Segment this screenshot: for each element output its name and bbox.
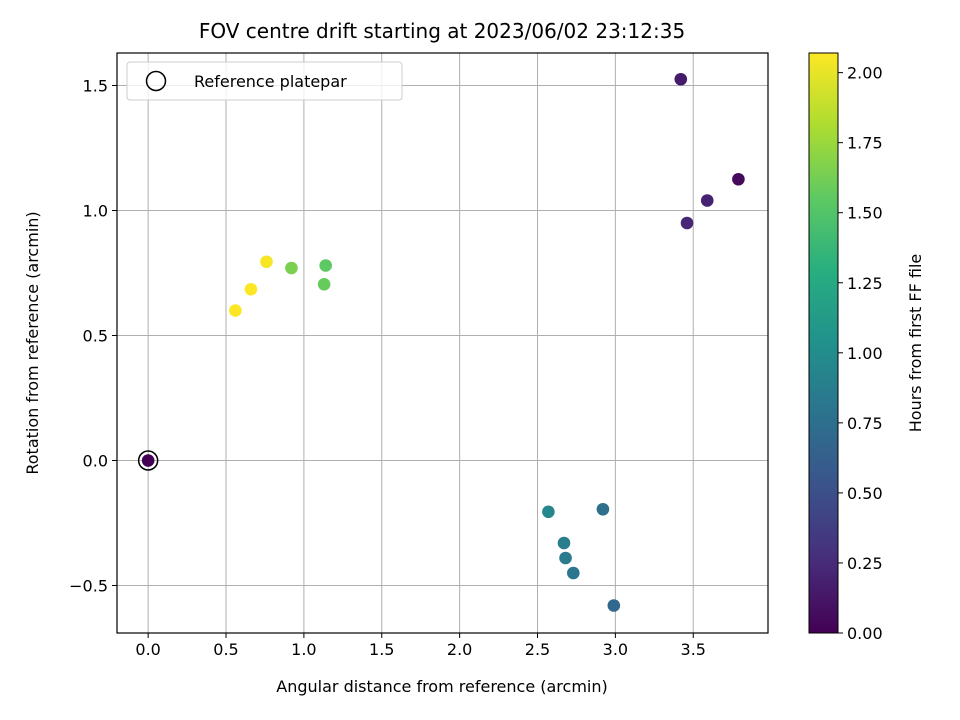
grid: [117, 53, 768, 633]
x-tick-label: 1.0: [291, 640, 316, 659]
data-point: [244, 282, 258, 296]
colorbar-tick-label: 2.00: [847, 64, 883, 83]
y-tick-label: 0.5: [83, 327, 108, 346]
data-point: [674, 72, 688, 86]
x-tick-label: 3.5: [681, 640, 706, 659]
data-point: [680, 216, 694, 230]
data-point: [317, 277, 331, 291]
chart-title: FOV centre drift starting at 2023/06/02 …: [199, 19, 685, 43]
data-point: [260, 255, 273, 269]
y-axis-label: Rotation from reference (arcmin): [23, 211, 42, 474]
x-tick-label: 0.5: [213, 640, 238, 659]
y-tick-label: −0.5: [69, 577, 108, 596]
colorbar-ticks: 0.00 0.25 0.50 0.75 1.00 1.25 1.50 1.75 2.00: [838, 64, 883, 643]
legend: Reference platepar: [126, 61, 403, 101]
colorbar-tick-label: 0.00: [847, 624, 883, 643]
legend-marker: [145, 70, 167, 92]
legend-box: [126, 61, 403, 101]
x-tick-label: 2.0: [447, 640, 472, 659]
data-point: [285, 261, 298, 275]
y-tick-label: 0.0: [83, 452, 108, 471]
data-point: [596, 502, 610, 516]
data-points: [137, 72, 745, 612]
legend-entry-reference-platepar: Reference platepar: [194, 72, 347, 91]
colorbar: 0.00 0.25 0.50 0.75 1.00 1.25 1.50 1.75 2.00 Hou…: [808, 52, 925, 643]
data-point: [607, 599, 621, 612]
data-point: [732, 172, 745, 186]
data-point: [542, 505, 555, 519]
colorbar-label: Hours from first FF file: [906, 254, 925, 433]
plot-frame: [116, 52, 769, 634]
x-tick-label: 1.5: [369, 640, 394, 659]
data-point: [700, 194, 714, 207]
colorbar-tick-label: 0.50: [847, 484, 883, 503]
colorbar-tick-label: 1.75: [847, 134, 883, 153]
colorbar-tick-label: 1.50: [847, 204, 883, 223]
reference-platepar-marker: [137, 450, 159, 471]
colorbar-tick-label: 0.25: [847, 554, 883, 573]
data-point: [557, 536, 571, 550]
y-tick-label: 1.5: [83, 77, 108, 96]
data-point: [141, 454, 155, 467]
axis-ticks: 0.0 0.5 1.0 1.5 2.0 2.5 3.0 3.5 −0.5 0.0 0.5 1.0 1.5: [69, 77, 706, 660]
data-point: [319, 259, 332, 272]
colorbar-gradient: [808, 52, 839, 634]
data-point: [567, 566, 580, 580]
y-tick-label: 1.0: [83, 202, 108, 221]
colorbar-tick-label: 0.75: [847, 414, 883, 433]
colorbar-tick-label: 1.00: [847, 344, 883, 363]
x-tick-label: 3.0: [603, 640, 628, 659]
x-tick-label: 0.0: [135, 640, 160, 659]
data-point: [229, 304, 242, 317]
x-axis-label: Angular distance from reference (arcmin): [276, 677, 607, 696]
data-point: [559, 551, 572, 565]
x-tick-label: 2.5: [525, 640, 550, 659]
colorbar-tick-label: 1.25: [847, 274, 883, 293]
